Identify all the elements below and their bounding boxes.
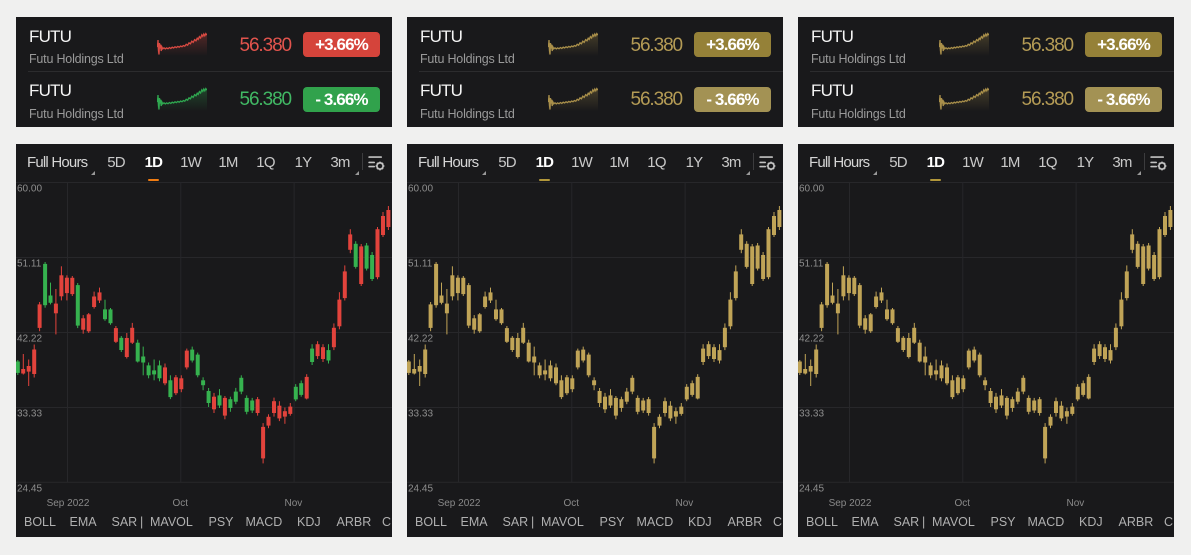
svg-text:60.00: 60.00 <box>408 184 433 195</box>
svg-text:Oct: Oct <box>173 498 189 509</box>
svg-text:Nov: Nov <box>676 498 694 509</box>
svg-text:Nov: Nov <box>285 498 303 509</box>
svg-text:Sep 2022: Sep 2022 <box>47 498 90 509</box>
svg-text:51.11: 51.11 <box>17 259 42 270</box>
svg-text:51.11: 51.11 <box>408 259 433 270</box>
svg-text:24.45: 24.45 <box>799 483 824 494</box>
svg-text:33.33: 33.33 <box>408 409 433 420</box>
svg-text:33.33: 33.33 <box>799 409 824 420</box>
svg-text:Sep 2022: Sep 2022 <box>829 498 872 509</box>
svg-text:24.45: 24.45 <box>408 483 433 494</box>
svg-text:60.00: 60.00 <box>17 184 42 195</box>
svg-text:Nov: Nov <box>1067 498 1085 509</box>
svg-text:Oct: Oct <box>564 498 580 509</box>
svg-text:Oct: Oct <box>955 498 971 509</box>
svg-text:24.45: 24.45 <box>17 483 42 494</box>
svg-text:33.33: 33.33 <box>17 409 42 420</box>
svg-text:60.00: 60.00 <box>799 184 824 195</box>
svg-text:42.22: 42.22 <box>799 334 824 345</box>
svg-text:42.22: 42.22 <box>408 334 433 345</box>
svg-text:42.22: 42.22 <box>17 334 42 345</box>
svg-text:51.11: 51.11 <box>799 259 824 270</box>
svg-text:Sep 2022: Sep 2022 <box>438 498 481 509</box>
